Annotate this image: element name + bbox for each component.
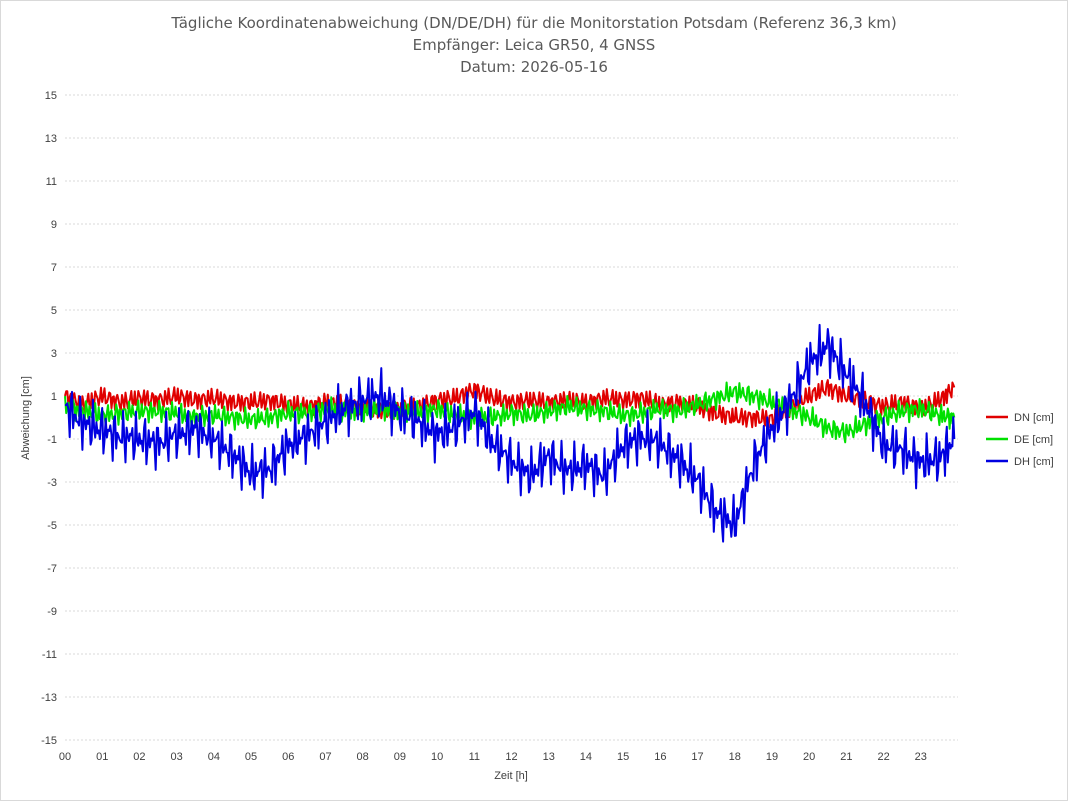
- y-tick-label: 3: [51, 348, 57, 360]
- legend-label: DH [cm]: [1014, 456, 1054, 468]
- y-tick-label: 15: [45, 90, 57, 102]
- x-tick-label: 21: [840, 751, 852, 763]
- x-tick-label: 05: [245, 751, 257, 763]
- x-tick-label: 00: [59, 751, 71, 763]
- x-tick-label: 23: [915, 751, 927, 763]
- x-tick-label: 07: [319, 751, 331, 763]
- x-tick-label: 08: [357, 751, 369, 763]
- y-tick-label: -5: [47, 520, 57, 532]
- y-tick-label: 5: [51, 305, 57, 317]
- y-tick-label: 7: [51, 262, 57, 274]
- x-tick-label: 18: [729, 751, 741, 763]
- x-tick-label: 02: [133, 751, 145, 763]
- x-axis-title: Zeit [h]: [494, 770, 528, 782]
- x-tick-label: 04: [208, 751, 220, 763]
- x-tick-label: 03: [171, 751, 183, 763]
- y-tick-label: -9: [47, 606, 57, 618]
- x-tick-label: 12: [505, 751, 517, 763]
- y-tick-label: 11: [46, 176, 57, 188]
- chart-title-line-1: Tägliche Koordinatenabweichung (DN/DE/DH…: [170, 14, 896, 32]
- series-line-2: [64, 381, 956, 444]
- y-axis-title: Abweichung [cm]: [20, 376, 32, 460]
- x-tick-label: 01: [96, 751, 108, 763]
- legend: DN [cm] DE [cm] DH [cm]: [986, 412, 1054, 468]
- y-tick-label: -1: [47, 434, 57, 446]
- x-tick-label: 13: [543, 751, 555, 763]
- chart-title-line-3: Datum: 2026-05-16: [460, 58, 608, 76]
- x-tick-label: 22: [877, 751, 889, 763]
- series-line-3: [64, 323, 956, 543]
- x-tick-label: 19: [766, 751, 778, 763]
- chart-title-line-2: Empfänger: Leica GR50, 4 GNSS: [413, 36, 656, 54]
- x-tick-label: 10: [431, 751, 443, 763]
- plot-area: [64, 323, 956, 543]
- y-tick-label: -13: [41, 692, 57, 704]
- y-tick-label: 13: [45, 133, 57, 145]
- x-tick-label: 06: [282, 751, 294, 763]
- legend-label: DE [cm]: [1014, 434, 1053, 446]
- x-tick-label: 17: [691, 751, 703, 763]
- chart-title: Tägliche Koordinatenabweichung (DN/DE/DH…: [170, 14, 896, 76]
- y-axis-tick-labels: 15 13 11 9 7 5 3 1 -1 -3 -5 -7 -9 -11 -13 -15: [41, 90, 57, 747]
- x-tick-label: 09: [394, 751, 406, 763]
- x-tick-label: 11: [469, 751, 480, 763]
- y-tick-label: -3: [47, 477, 57, 489]
- x-tick-label: 15: [617, 751, 629, 763]
- x-tick-label: 16: [654, 751, 666, 763]
- series-line-1: [64, 379, 956, 429]
- y-tick-label: 1: [51, 391, 57, 403]
- legend-label: DN [cm]: [1014, 412, 1054, 424]
- x-axis-tick-labels: 00 01 02 03 04 05 06 07 08 09 10 11 12 13 14 15 16 17 18 19…: [59, 751, 927, 763]
- x-tick-label: 14: [580, 751, 592, 763]
- x-tick-label: 20: [803, 751, 815, 763]
- y-tick-label: -7: [47, 563, 57, 575]
- y-tick-label: 9: [51, 219, 57, 231]
- y-tick-label: -11: [42, 649, 57, 661]
- y-tick-label: -15: [41, 735, 57, 747]
